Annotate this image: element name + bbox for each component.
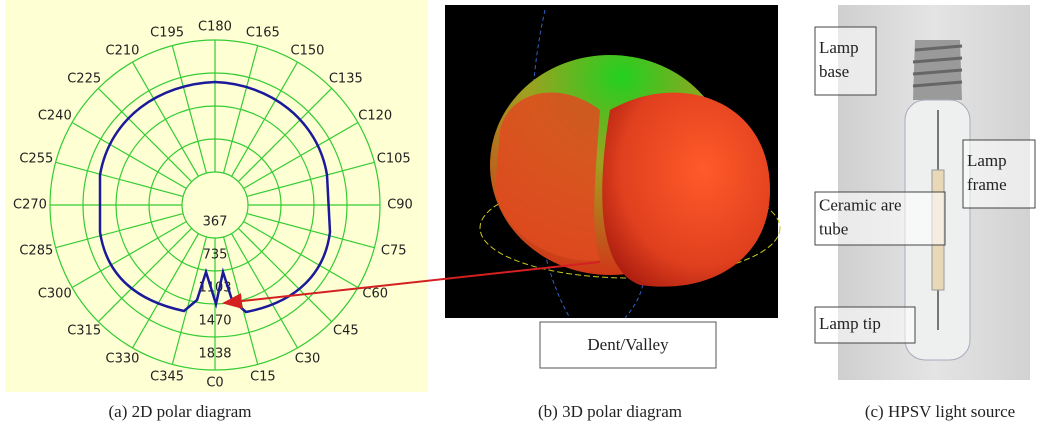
label-text: Lamp [967,151,1007,170]
label-text: frame [967,175,1007,194]
angle-label: C60 [362,287,388,302]
angle-label: C15 [250,369,276,384]
angle-label: C285 [19,244,53,259]
angle-label: C45 [333,323,359,338]
angle-label: C270 [13,198,47,213]
angle-label: C300 [38,287,72,302]
angle-label: C240 [38,109,72,124]
radial-label: 1470 [198,314,231,329]
label-text: Lamp [819,38,859,57]
angle-label: C195 [150,26,184,41]
radial-label: 1838 [198,347,231,362]
angle-label: C210 [106,43,140,58]
angle-label: C255 [19,151,53,166]
angle-label: C0 [206,376,223,391]
label-text: tube [819,219,848,238]
angle-label: C30 [295,352,321,367]
caption: (b) 3D polar diagram [538,402,682,421]
angle-label: C225 [67,72,101,87]
radial-label: 367 [203,215,228,230]
angle-label: C330 [106,352,140,367]
radial-label: 735 [203,248,228,263]
angle-label: C315 [67,323,101,338]
angle-label: C345 [150,369,184,384]
caption: (c) HPSV light source [865,402,1015,421]
angle-label: C105 [377,151,411,166]
figure: C0 C15 C30 C45 C60 C75 C90 C105 C120 C135 C150 C165… [0,0,1047,435]
annotation: Dent/Valley [587,335,669,354]
angle-label: C165 [246,26,280,41]
label-text: Ceramic are [819,195,902,214]
caption: (a) 2D polar diagram [108,402,251,421]
angle-label: C90 [387,198,413,213]
angle-label: C180 [198,20,232,35]
angle-label: C135 [329,72,363,87]
angle-label: C120 [358,109,392,124]
label-text: base [819,62,849,81]
label-text: Lamp tip [819,314,881,333]
angle-label: C75 [381,244,407,259]
angle-label: C150 [291,43,325,58]
